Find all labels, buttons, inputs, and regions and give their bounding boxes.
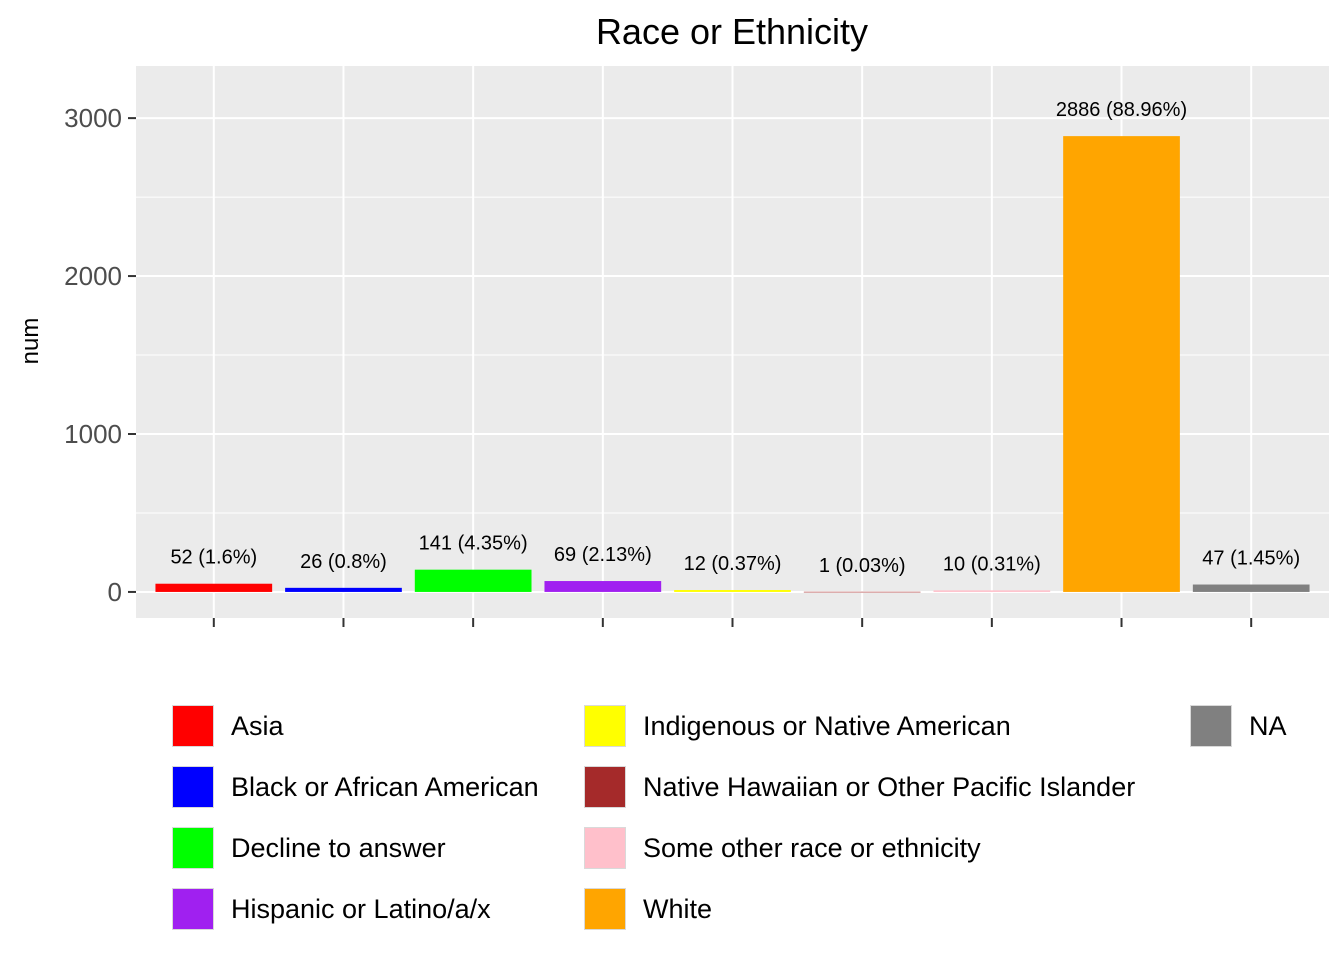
legend-swatch — [1190, 705, 1232, 747]
legend-item: Indigenous or Native American — [584, 704, 1011, 748]
data-label-2: 141 (4.35%) — [419, 533, 528, 555]
y-tick-label: 0 — [108, 577, 122, 607]
legend-swatch — [584, 827, 626, 869]
bar-1 — [285, 587, 402, 592]
legend-item: Decline to answer — [172, 826, 446, 870]
bar-7 — [1063, 136, 1180, 592]
y-tick-label: 3000 — [64, 103, 122, 133]
legend-label: Black or African American — [231, 771, 539, 802]
legend-label: NA — [1249, 710, 1287, 741]
bar-2 — [414, 569, 532, 592]
bar-5 — [803, 591, 921, 593]
axes: 0 1000 2000 3000 — [64, 103, 1253, 627]
legend-label: Asia — [231, 710, 284, 741]
legend-item: Native Hawaiian or Other Pacific Islande… — [584, 765, 1135, 809]
legend-item: White — [584, 887, 712, 931]
legend-swatch — [584, 705, 626, 747]
legend-swatch — [172, 888, 214, 930]
legend-swatch — [584, 766, 626, 808]
legend-label: Native Hawaiian or Other Pacific Islande… — [643, 771, 1136, 802]
chart-title: Race or Ethnicity — [596, 11, 868, 52]
data-label-8: 47 (1.45%) — [1202, 548, 1300, 570]
bar-6 — [933, 590, 1051, 592]
legend-swatch — [172, 705, 214, 747]
legend-swatch — [172, 827, 214, 869]
data-label-7: 2886 (88.96%) — [1056, 99, 1187, 121]
legend-item: NA — [1190, 704, 1287, 748]
bar-0 — [155, 583, 273, 592]
data-label-1: 26 (0.8%) — [300, 551, 387, 573]
legend-label: White — [643, 893, 713, 924]
data-label-6: 10 (0.31%) — [943, 553, 1041, 575]
data-label-3: 69 (2.13%) — [554, 544, 652, 566]
legend: Asia Black or African American Decline to … — [172, 700, 1322, 950]
bar-3 — [544, 581, 662, 592]
legend-item: Some other race or ethnicity — [584, 826, 981, 870]
legend-item: Black or African American — [172, 765, 539, 809]
legend-item: Hispanic or Latino/a/x — [172, 887, 491, 931]
data-labels: 52 (1.6%) 26 (0.8%) 141 (4.35%) 69 (2.13%) 1… — [170, 99, 1300, 577]
legend-label: Some other race or ethnicity — [643, 832, 981, 863]
bar-4 — [674, 590, 791, 592]
data-label-0: 52 (1.6%) — [170, 547, 257, 569]
legend-swatch — [584, 888, 626, 930]
bar-8 — [1192, 584, 1310, 592]
y-tick-label: 1000 — [64, 419, 122, 449]
legend-label: Decline to answer — [231, 832, 446, 863]
legend-swatch — [172, 766, 214, 808]
bars — [155, 136, 1310, 593]
data-label-4: 12 (0.37%) — [684, 553, 782, 575]
legend-label: Indigenous or Native American — [643, 710, 1011, 741]
y-tick-label: 2000 — [64, 261, 122, 291]
y-axis-label: num — [17, 318, 44, 365]
legend-label: Hispanic or Latino/a/x — [231, 893, 491, 924]
legend-item: Asia — [172, 704, 284, 748]
data-label-5: 1 (0.03%) — [819, 555, 906, 577]
